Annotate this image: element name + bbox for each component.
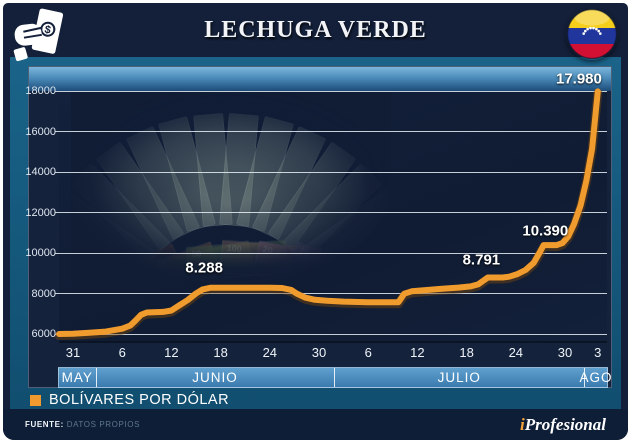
gridline (55, 171, 607, 173)
source-label: FUENTE: (25, 420, 64, 429)
x-axis-tick-label: 30 (311, 345, 327, 360)
x-axis-tick-label: 24 (508, 345, 524, 360)
chart-top-strip (29, 67, 611, 91)
data-label: 17.980 (555, 70, 602, 88)
month-band: MAY JUNIO JULIO AGO (58, 367, 613, 388)
data-label: 8.791 (462, 251, 501, 269)
page-title: LECHUGA VERDE (204, 16, 427, 43)
series-line (54, 88, 603, 340)
x-axis-tick-label: 18 (459, 345, 474, 360)
gridline (55, 293, 607, 294)
legend-swatch-icon (30, 394, 41, 406)
month-segment-may: MAY (59, 368, 97, 387)
iprofesional-logo: iProfesional (520, 414, 606, 434)
x-axis-tick-label: 6 (118, 345, 126, 360)
x-axis-tick-label: 18 (213, 345, 228, 360)
y-axis-label: 10000 (25, 247, 56, 259)
month-segment-ago: AGO (579, 370, 613, 385)
svg-text:$: $ (43, 24, 51, 37)
x-axis-tick-label: 31 (65, 345, 81, 360)
chart-card: 18000 16000 14000 12000 10000 8000 6000 100100… (25, 66, 613, 388)
x-axis-tick-label: 24 (262, 345, 278, 360)
header: $ LECHUGA VERDE (3, 3, 628, 62)
x-axis: 31 6 12 18 24 30 6 12 18 24 30 3 (59, 341, 607, 367)
money-bills-photo: 100100505010020202 (71, 91, 391, 303)
data-label: 8.288 (185, 259, 223, 277)
legend-label: BOLÍVARES POR DÓLAR (49, 392, 230, 408)
y-axis-label: 18000 (25, 85, 56, 97)
photo-fade-overlay (71, 91, 391, 303)
gridline (55, 131, 607, 132)
gridline (55, 212, 607, 213)
data-label: 10.390 (522, 222, 569, 240)
x-axis-tick-label: 3 (594, 345, 602, 360)
gridline (55, 333, 607, 335)
venezuela-flag-icon (566, 8, 618, 60)
source-value: DATOS PROPIOS (66, 420, 140, 429)
y-axis-label: 6000 (31, 328, 56, 340)
y-axis-label: 8000 (31, 287, 56, 300)
x-axis-tick-label: 12 (164, 345, 179, 360)
gridline (55, 90, 607, 92)
y-axis: 18000 16000 14000 12000 10000 8000 6000 (25, 85, 59, 341)
x-axis-tick-label: 30 (557, 345, 573, 360)
y-axis-label: 12000 (25, 206, 56, 219)
y-axis-label: 14000 (25, 166, 56, 178)
source-note: FUENTE: DATOS PROPIOS (25, 420, 140, 429)
month-segment-julio: JULIO (335, 368, 586, 387)
y-axis-label: 16000 (25, 125, 56, 138)
plot-area: 100100505010020202 8.288 8.791 10.390 17.98… (54, 71, 607, 343)
x-axis-tick-label: 12 (410, 345, 425, 360)
footer: FUENTE: DATOS PROPIOS iProfesional (3, 409, 628, 440)
gridline (55, 252, 607, 254)
legend: BOLÍVARES POR DÓLAR (30, 392, 229, 408)
money-hand-icon: $ (13, 8, 64, 62)
x-axis-tick-label: 6 (364, 345, 372, 360)
month-segment-junio: JUNIO (97, 368, 335, 387)
chart-body: 18000 16000 14000 12000 10000 8000 6000 100100… (10, 57, 621, 409)
